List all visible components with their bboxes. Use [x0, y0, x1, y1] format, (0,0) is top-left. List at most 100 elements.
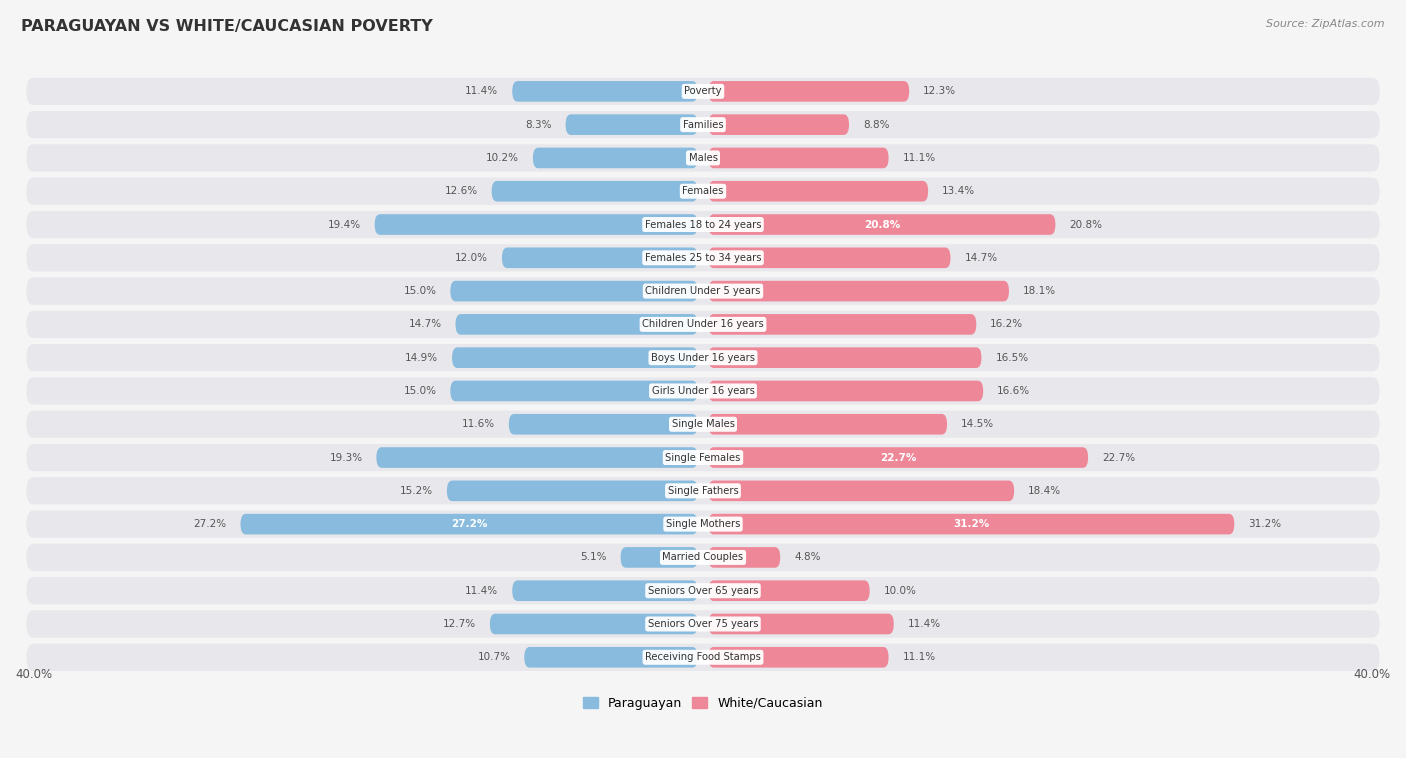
- Text: 22.7%: 22.7%: [880, 453, 917, 462]
- FancyBboxPatch shape: [502, 248, 697, 268]
- FancyBboxPatch shape: [533, 148, 697, 168]
- Text: 5.1%: 5.1%: [581, 553, 606, 562]
- FancyBboxPatch shape: [27, 78, 1379, 105]
- Text: Children Under 16 years: Children Under 16 years: [643, 319, 763, 330]
- FancyBboxPatch shape: [709, 347, 981, 368]
- FancyBboxPatch shape: [565, 114, 697, 135]
- FancyBboxPatch shape: [709, 215, 1056, 235]
- Text: 4.8%: 4.8%: [794, 553, 821, 562]
- FancyBboxPatch shape: [709, 614, 894, 634]
- Text: 10.7%: 10.7%: [478, 653, 510, 662]
- Text: Females 25 to 34 years: Females 25 to 34 years: [645, 253, 761, 263]
- FancyBboxPatch shape: [27, 277, 1379, 305]
- Text: 10.2%: 10.2%: [486, 153, 519, 163]
- FancyBboxPatch shape: [709, 314, 976, 335]
- Text: 12.7%: 12.7%: [443, 619, 477, 629]
- Text: 14.9%: 14.9%: [405, 352, 439, 362]
- FancyBboxPatch shape: [27, 244, 1379, 271]
- FancyBboxPatch shape: [240, 514, 697, 534]
- Text: 8.3%: 8.3%: [524, 120, 551, 130]
- Text: 27.2%: 27.2%: [194, 519, 226, 529]
- FancyBboxPatch shape: [492, 181, 697, 202]
- FancyBboxPatch shape: [512, 81, 697, 102]
- Text: Families: Families: [683, 120, 723, 130]
- FancyBboxPatch shape: [512, 581, 697, 601]
- FancyBboxPatch shape: [27, 543, 1379, 571]
- FancyBboxPatch shape: [709, 280, 1010, 302]
- Text: 8.8%: 8.8%: [863, 120, 890, 130]
- FancyBboxPatch shape: [709, 81, 910, 102]
- Text: Poverty: Poverty: [685, 86, 721, 96]
- FancyBboxPatch shape: [620, 547, 697, 568]
- Text: 10.0%: 10.0%: [883, 586, 917, 596]
- Text: Males: Males: [689, 153, 717, 163]
- Text: 16.5%: 16.5%: [995, 352, 1029, 362]
- FancyBboxPatch shape: [27, 510, 1379, 537]
- Text: 11.1%: 11.1%: [903, 653, 935, 662]
- Text: 11.4%: 11.4%: [465, 586, 498, 596]
- Text: 31.2%: 31.2%: [1249, 519, 1281, 529]
- Text: 31.2%: 31.2%: [953, 519, 990, 529]
- FancyBboxPatch shape: [450, 280, 697, 302]
- FancyBboxPatch shape: [453, 347, 697, 368]
- FancyBboxPatch shape: [27, 144, 1379, 171]
- Text: Married Couples: Married Couples: [662, 553, 744, 562]
- Text: 14.5%: 14.5%: [960, 419, 994, 429]
- Text: 12.3%: 12.3%: [924, 86, 956, 96]
- Text: Single Mothers: Single Mothers: [666, 519, 740, 529]
- FancyBboxPatch shape: [709, 481, 1014, 501]
- Text: 40.0%: 40.0%: [1354, 668, 1391, 681]
- FancyBboxPatch shape: [709, 181, 928, 202]
- Text: 16.6%: 16.6%: [997, 386, 1031, 396]
- FancyBboxPatch shape: [709, 248, 950, 268]
- Text: 11.4%: 11.4%: [465, 86, 498, 96]
- Text: 12.6%: 12.6%: [444, 186, 478, 196]
- Text: Seniors Over 75 years: Seniors Over 75 years: [648, 619, 758, 629]
- FancyBboxPatch shape: [709, 547, 780, 568]
- FancyBboxPatch shape: [377, 447, 697, 468]
- Text: 22.7%: 22.7%: [1102, 453, 1135, 462]
- FancyBboxPatch shape: [27, 444, 1379, 471]
- Text: Children Under 5 years: Children Under 5 years: [645, 286, 761, 296]
- FancyBboxPatch shape: [27, 111, 1379, 138]
- FancyBboxPatch shape: [709, 148, 889, 168]
- Text: Seniors Over 65 years: Seniors Over 65 years: [648, 586, 758, 596]
- Text: 13.4%: 13.4%: [942, 186, 976, 196]
- Text: 14.7%: 14.7%: [408, 319, 441, 330]
- Text: 11.1%: 11.1%: [903, 153, 935, 163]
- FancyBboxPatch shape: [27, 577, 1379, 604]
- Text: 20.8%: 20.8%: [863, 220, 900, 230]
- Text: 12.0%: 12.0%: [456, 253, 488, 263]
- FancyBboxPatch shape: [709, 514, 1234, 534]
- FancyBboxPatch shape: [509, 414, 697, 434]
- Text: 16.2%: 16.2%: [990, 319, 1024, 330]
- Text: 18.1%: 18.1%: [1024, 286, 1056, 296]
- Text: Single Males: Single Males: [672, 419, 734, 429]
- Text: Single Fathers: Single Fathers: [668, 486, 738, 496]
- FancyBboxPatch shape: [447, 481, 697, 501]
- Text: 18.4%: 18.4%: [1028, 486, 1062, 496]
- Text: Receiving Food Stamps: Receiving Food Stamps: [645, 653, 761, 662]
- FancyBboxPatch shape: [709, 447, 1088, 468]
- Text: 19.4%: 19.4%: [328, 220, 361, 230]
- FancyBboxPatch shape: [27, 377, 1379, 405]
- Text: Girls Under 16 years: Girls Under 16 years: [651, 386, 755, 396]
- FancyBboxPatch shape: [27, 344, 1379, 371]
- FancyBboxPatch shape: [709, 647, 889, 668]
- FancyBboxPatch shape: [709, 414, 948, 434]
- Text: Single Females: Single Females: [665, 453, 741, 462]
- Text: Females: Females: [682, 186, 724, 196]
- FancyBboxPatch shape: [27, 177, 1379, 205]
- FancyBboxPatch shape: [450, 381, 697, 401]
- Text: 11.4%: 11.4%: [908, 619, 941, 629]
- FancyBboxPatch shape: [709, 581, 870, 601]
- Text: Source: ZipAtlas.com: Source: ZipAtlas.com: [1267, 19, 1385, 29]
- FancyBboxPatch shape: [27, 478, 1379, 505]
- Text: 20.8%: 20.8%: [1070, 220, 1102, 230]
- Text: Boys Under 16 years: Boys Under 16 years: [651, 352, 755, 362]
- Text: 11.6%: 11.6%: [461, 419, 495, 429]
- Text: PARAGUAYAN VS WHITE/CAUCASIAN POVERTY: PARAGUAYAN VS WHITE/CAUCASIAN POVERTY: [21, 19, 433, 34]
- Legend: Paraguayan, White/Caucasian: Paraguayan, White/Caucasian: [578, 691, 828, 715]
- FancyBboxPatch shape: [374, 215, 697, 235]
- Text: 40.0%: 40.0%: [15, 668, 52, 681]
